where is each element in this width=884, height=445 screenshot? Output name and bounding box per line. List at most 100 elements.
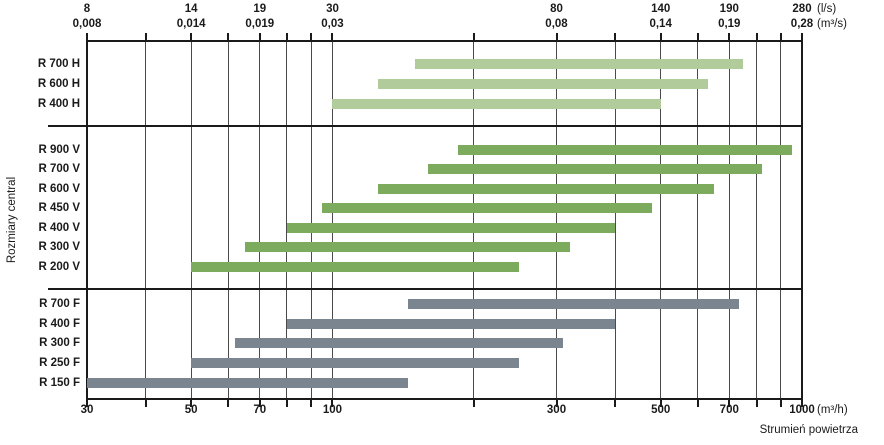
x-tick-label-ls: 140 bbox=[651, 3, 671, 15]
x-tick-label-ls: 14 bbox=[184, 3, 198, 15]
x-tick-label-m3s: 0,08 bbox=[545, 18, 568, 30]
row-label: R 450 V bbox=[38, 202, 80, 214]
axis-tick-top bbox=[555, 33, 558, 41]
axis-tick-top bbox=[310, 33, 312, 41]
chart-border-bottom bbox=[86, 398, 803, 400]
x-tick-label-m3s: 0,14 bbox=[649, 18, 672, 30]
row-label: R 400 F bbox=[39, 317, 80, 330]
x-tick-label-m3h: 700 bbox=[719, 404, 739, 416]
x-tick-label-m3h: 100 bbox=[322, 404, 343, 416]
axis-tick-top bbox=[258, 33, 261, 41]
gridline bbox=[780, 41, 782, 399]
row-label: R 150 F bbox=[39, 376, 80, 389]
range-bar bbox=[87, 377, 409, 388]
x-axis-title: Strumień powietrza bbox=[759, 424, 858, 436]
gridline bbox=[331, 41, 333, 399]
axis-tick-bottom bbox=[190, 399, 193, 407]
axis-tick-bottom bbox=[801, 399, 803, 407]
axis-tick-bottom bbox=[555, 399, 558, 407]
unit-ls-label: (l/s) bbox=[817, 3, 837, 15]
unit-m3s-label: (m³/s) bbox=[817, 18, 848, 30]
unit-m3h-label: (m³/h) bbox=[817, 404, 848, 416]
range-bar bbox=[332, 99, 661, 109]
axis-tick-bottom bbox=[614, 399, 617, 407]
axis-tick-top bbox=[331, 33, 334, 41]
chart-border-left bbox=[86, 41, 88, 399]
range-bar bbox=[191, 261, 520, 272]
row-label: R 200 V bbox=[38, 260, 80, 273]
axis-tick-bottom bbox=[755, 399, 758, 407]
axis-tick-bottom bbox=[285, 399, 288, 407]
range-bar bbox=[408, 299, 740, 309]
row-label: R 600 H bbox=[37, 78, 80, 90]
axis-tick-bottom bbox=[258, 399, 261, 407]
row-label: R 300 V bbox=[38, 241, 80, 253]
x-tick-label-m3h: 1000 bbox=[789, 404, 815, 416]
x-tick-label-m3s: 0,019 bbox=[245, 18, 275, 30]
range-bar bbox=[377, 79, 708, 89]
axis-tick-bottom bbox=[310, 399, 312, 407]
axis-tick-top bbox=[614, 33, 617, 41]
row-label: R 400 V bbox=[38, 221, 80, 234]
x-tick-label-ls: 80 bbox=[550, 3, 563, 15]
x-tick-label-m3h: 500 bbox=[651, 404, 671, 416]
chart-border-top bbox=[86, 40, 803, 42]
chart-border-right bbox=[801, 41, 803, 399]
range-bar bbox=[286, 222, 616, 233]
axis-tick-top bbox=[285, 33, 288, 41]
x-tick-label-ls: 280 bbox=[792, 3, 812, 15]
gridline bbox=[286, 41, 288, 399]
gridline bbox=[660, 41, 662, 399]
group-separator bbox=[48, 288, 803, 290]
x-tick-label-m3s: 0,03 bbox=[321, 18, 344, 30]
gridline bbox=[697, 41, 699, 399]
x-tick-label-m3h: 30 bbox=[80, 404, 94, 416]
gridline bbox=[728, 41, 730, 399]
x-tick-label-m3h: 50 bbox=[184, 404, 198, 416]
axis-tick-bottom bbox=[472, 399, 475, 407]
row-label: R 600 V bbox=[38, 182, 80, 195]
gridline bbox=[614, 41, 616, 399]
range-bar bbox=[235, 338, 564, 348]
range-bar bbox=[457, 144, 792, 155]
x-tick-label-ls: 190 bbox=[719, 3, 739, 15]
gridline bbox=[190, 41, 192, 399]
range-bar bbox=[415, 59, 744, 69]
range-bar bbox=[377, 183, 715, 194]
x-tick-label-m3s: 0,19 bbox=[718, 18, 741, 30]
gridline bbox=[310, 41, 312, 399]
x-tick-label-m3s: 0,28 bbox=[790, 18, 814, 30]
row-label: R 900 V bbox=[38, 143, 80, 156]
gridline bbox=[556, 41, 557, 399]
axis-tick-top bbox=[227, 33, 230, 41]
gridline bbox=[473, 41, 475, 399]
axis-tick-bottom bbox=[659, 399, 662, 407]
x-tick-label-ls: 8 bbox=[83, 3, 91, 15]
axis-tick-top bbox=[728, 33, 731, 41]
row-label: R 700 V bbox=[38, 163, 80, 175]
row-label: R 700 F bbox=[39, 298, 80, 310]
axis-tick-top bbox=[801, 33, 803, 41]
row-label: R 300 F bbox=[39, 337, 80, 349]
x-tick-label-m3h: 300 bbox=[546, 404, 567, 416]
axis-tick-top bbox=[144, 33, 147, 41]
axis-tick-bottom bbox=[696, 399, 699, 407]
gridline bbox=[145, 41, 147, 399]
axis-tick-top bbox=[755, 33, 758, 41]
row-label: R 700 H bbox=[37, 58, 80, 70]
x-tick-label-m3s: 0,014 bbox=[176, 18, 206, 30]
x-tick-label-ls: 19 bbox=[253, 3, 267, 15]
axis-tick-top bbox=[659, 33, 662, 41]
axis-tick-bottom bbox=[728, 399, 731, 407]
axis-tick-bottom bbox=[144, 399, 147, 407]
axis-tick-bottom bbox=[331, 399, 334, 407]
range-bar bbox=[286, 318, 616, 329]
range-bar bbox=[191, 358, 520, 368]
gridline bbox=[756, 41, 757, 399]
axis-tick-bottom bbox=[779, 399, 782, 407]
x-tick-label-m3h: 70 bbox=[253, 404, 267, 416]
row-label: R 400 H bbox=[37, 98, 80, 110]
axis-tick-bottom bbox=[227, 399, 230, 407]
x-tick-label-m3s: 0,008 bbox=[72, 18, 102, 30]
